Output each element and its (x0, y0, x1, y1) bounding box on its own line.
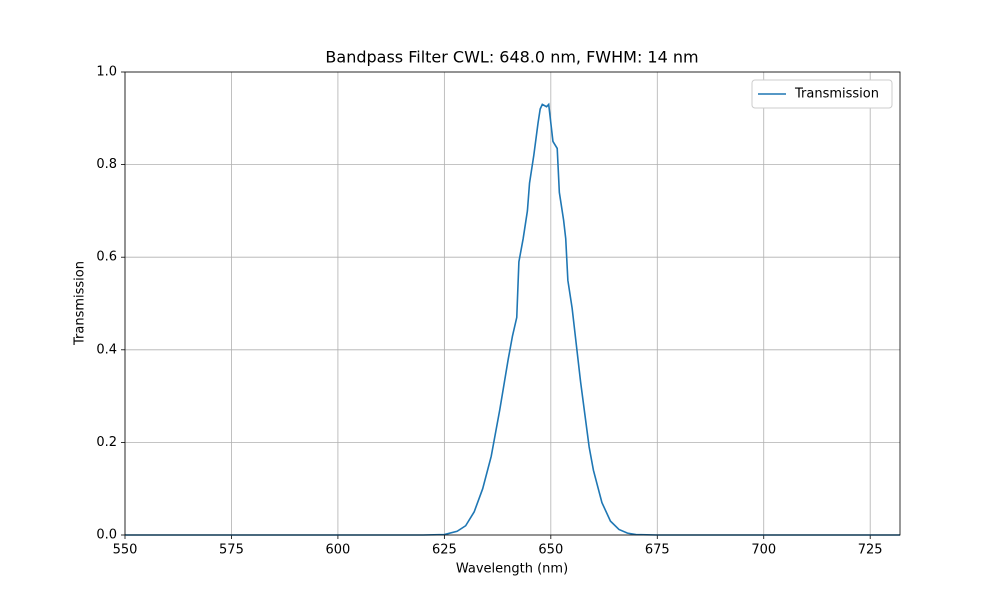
x-tick-label: 675 (645, 543, 670, 558)
y-tick-label: 0.6 (96, 250, 117, 265)
y-tick-label: 0.0 (96, 528, 117, 543)
legend-label: Transmission (794, 87, 879, 102)
x-tick-label: 700 (751, 543, 776, 558)
x-tick-label: 575 (219, 543, 244, 558)
y-tick-label: 0.8 (96, 157, 117, 172)
y-tick-label: 0.2 (96, 435, 117, 450)
legend: Transmission (751, 79, 893, 109)
x-tick-label: 550 (113, 543, 138, 558)
plot-frame (124, 71, 901, 536)
x-axis-label: Wavelength (nm) (456, 562, 568, 577)
x-tick-label: 725 (858, 543, 883, 558)
x-tick-label: 650 (538, 543, 563, 558)
x-tick-label: 600 (325, 543, 350, 558)
x-tick-label: 625 (432, 543, 457, 558)
y-tick-label: 1.0 (96, 65, 117, 80)
chart-title: Bandpass Filter CWL: 648.0 nm, FWHM: 14 … (325, 48, 698, 67)
legend-box (751, 79, 893, 109)
series-line (125, 102, 900, 536)
y-axis-label: Transmission (73, 261, 88, 346)
y-tick-label: 0.4 (96, 342, 117, 357)
